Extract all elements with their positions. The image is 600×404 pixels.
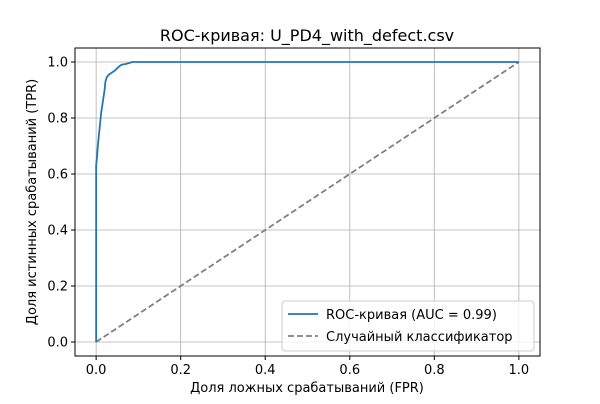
chart-title: ROC-кривая: U_PD4_with_defect.csv	[160, 26, 454, 46]
random-classifier-line	[95, 61, 520, 343]
x-tick-label: 1.0	[509, 363, 530, 378]
series-layer	[95, 61, 520, 343]
legend-label-random: Случайный классификатор	[326, 330, 513, 345]
x-tick-label: 0.8	[424, 363, 445, 378]
grid-layer	[75, 48, 540, 356]
y-tick-label: 0.0	[47, 336, 68, 351]
roc-curve-line	[95, 61, 519, 342]
legend: ROC-кривая (AUC = 0.99) Случайный класси…	[281, 300, 535, 352]
y-axis-label: Доля истинных срабатываний (TPR)	[25, 79, 40, 325]
y-tick-label: 0.2	[47, 280, 68, 295]
tick-layer: 0.0 0.2 0.4 0.6 0.8 1.0 0.0 0.2 0.4 0.6 0.8 1.0	[47, 56, 529, 379]
y-tick-label: 0.4	[47, 224, 68, 239]
legend-label-roc: ROC-кривая (AUC = 0.99)	[326, 308, 497, 323]
x-tick-label: 0.4	[255, 363, 276, 378]
plot-area-frame	[74, 47, 541, 357]
x-tick-label: 0.6	[339, 363, 360, 378]
x-axis-label: Доля ложных срабатываний (FPR)	[190, 381, 424, 396]
y-tick-label: 1.0	[47, 56, 68, 71]
legend-box	[281, 300, 535, 352]
y-tick-label: 0.6	[47, 168, 68, 183]
y-tick-label: 0.8	[47, 112, 68, 127]
x-tick-label: 0.2	[170, 363, 191, 378]
x-tick-label: 0.0	[86, 363, 107, 378]
